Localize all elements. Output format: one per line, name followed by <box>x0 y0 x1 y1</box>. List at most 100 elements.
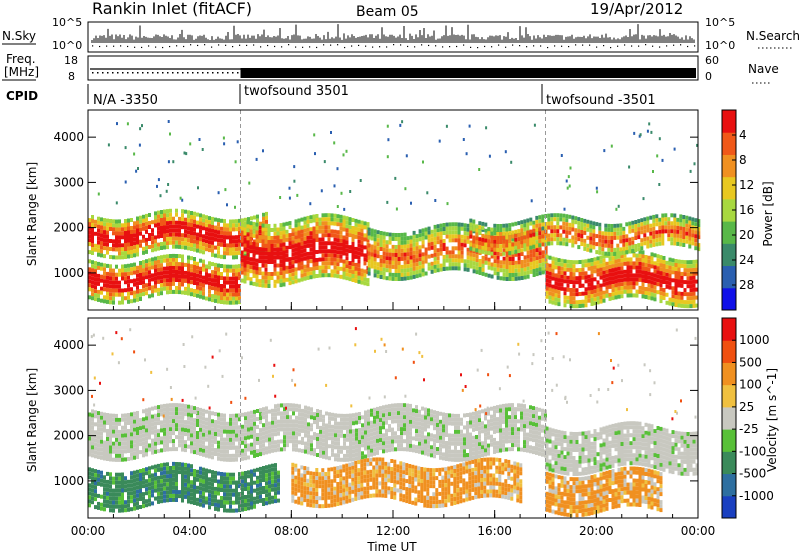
heatmap-cell <box>179 196 182 200</box>
heatmap-cell <box>574 216 578 221</box>
heatmap-cell <box>605 261 609 266</box>
heatmap-cell <box>193 469 196 473</box>
heatmap-cell <box>611 292 615 297</box>
heatmap-cell <box>223 504 226 509</box>
heatmap-cell <box>187 412 190 417</box>
heatmap-cell <box>472 247 476 252</box>
heatmap-cell <box>130 287 133 292</box>
heatmap-cell <box>300 225 304 230</box>
heatmap-cell <box>211 248 214 253</box>
heatmap-cell <box>611 256 615 261</box>
heatmap-cell <box>502 264 506 269</box>
heatmap-cell <box>514 237 518 242</box>
heatmap-cell <box>671 298 675 303</box>
heatmap-cell <box>508 231 512 236</box>
heatmap-cell <box>493 259 497 264</box>
heatmap-cell <box>214 436 217 440</box>
heatmap-cell <box>653 297 657 302</box>
heatmap-cell <box>94 434 97 439</box>
heatmap-cell <box>214 506 217 511</box>
heatmap-cell <box>505 223 509 228</box>
heatmap-cell <box>694 242 698 247</box>
heatmap-cell <box>517 268 521 273</box>
heatmap-cell <box>166 290 169 295</box>
heatmap-cell <box>412 250 416 255</box>
heatmap-cell <box>575 260 579 265</box>
heatmap-cell <box>157 275 160 280</box>
heatmap-cell <box>199 498 202 503</box>
heatmap-cell <box>88 467 91 472</box>
heatmap-cell <box>535 248 539 253</box>
heatmap-cell <box>88 428 91 433</box>
heatmap-cell <box>351 234 355 238</box>
heatmap-cell <box>648 122 651 126</box>
heatmap-cell <box>115 264 118 269</box>
heatmap-cell <box>622 250 626 255</box>
heatmap-cell <box>629 293 633 298</box>
heatmap-cell <box>172 465 175 470</box>
heatmap-cell <box>686 276 690 281</box>
heatmap-cell <box>91 425 94 430</box>
heatmap-cell <box>376 246 380 251</box>
heatmap-cell <box>121 445 124 450</box>
heatmap-cell <box>692 263 696 268</box>
heatmap-cell <box>465 152 468 156</box>
heatmap-cell <box>121 496 124 501</box>
heatmap-cell <box>202 218 205 223</box>
heatmap-cell <box>550 229 554 234</box>
heatmap-cell <box>427 238 431 243</box>
heatmap-cell <box>499 264 503 269</box>
heatmap-cell <box>208 438 211 443</box>
heatmap-cell <box>354 270 358 275</box>
heatmap-cell <box>556 241 560 246</box>
heatmap-cell <box>662 296 666 300</box>
heatmap-cell <box>259 466 262 471</box>
heatmap-cell <box>121 457 124 462</box>
heatmap-cell <box>109 445 112 450</box>
heatmap-cell <box>502 235 506 240</box>
heatmap-cell <box>336 218 340 223</box>
heatmap-cell <box>178 435 181 440</box>
heatmap-cell <box>202 267 205 272</box>
heatmap-cell <box>91 268 94 273</box>
heatmap-cell <box>584 263 588 268</box>
heatmap-cell <box>208 426 211 431</box>
heatmap-cell <box>661 158 664 162</box>
heatmap-cell <box>184 444 187 449</box>
heatmap-cell <box>187 226 190 231</box>
heatmap-cell <box>166 221 169 226</box>
heatmap-cell <box>545 282 549 287</box>
heatmap-cell <box>547 221 551 226</box>
heatmap-cell <box>563 303 567 308</box>
heatmap-cell <box>510 160 513 164</box>
heatmap-cell <box>658 233 662 238</box>
heatmap-cell <box>100 298 103 303</box>
heatmap-cell <box>97 248 100 253</box>
heatmap-cell <box>484 256 488 261</box>
heatmap-cell <box>88 424 91 429</box>
heatmap-cell <box>631 240 635 245</box>
heatmap-cell <box>190 496 193 501</box>
heatmap-cell <box>121 288 124 293</box>
heatmap-cell <box>276 279 280 284</box>
heatmap-cell <box>127 503 130 508</box>
heatmap-cell <box>620 282 624 287</box>
heatmap-cell <box>121 492 124 497</box>
heatmap-cell <box>412 274 416 279</box>
heatmap-cell <box>399 123 402 127</box>
heatmap-cell <box>695 303 699 308</box>
heatmap-cell <box>357 279 361 284</box>
heatmap-cell <box>205 425 208 430</box>
heatmap-cell <box>124 288 127 293</box>
heatmap-cell <box>258 247 262 252</box>
heatmap-cell <box>151 422 154 427</box>
heatmap-cell <box>520 248 524 253</box>
heatmap-cell <box>238 242 241 247</box>
heatmap-cell <box>490 246 494 251</box>
heatmap-cell <box>315 238 319 242</box>
heatmap-cell <box>563 275 567 280</box>
heatmap-cell <box>604 227 608 232</box>
heatmap-cell <box>634 248 638 252</box>
heatmap-cell <box>211 451 214 456</box>
heatmap-cell <box>565 218 569 223</box>
